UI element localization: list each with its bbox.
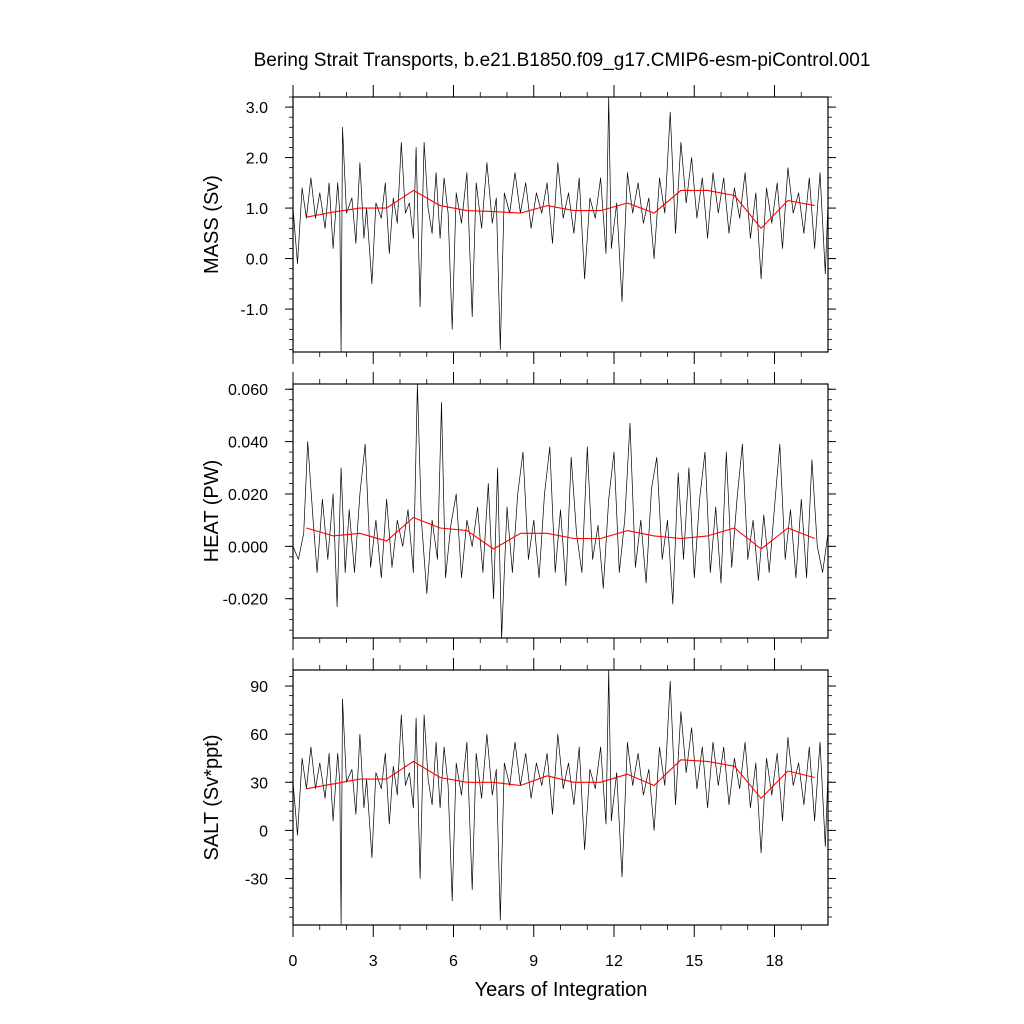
salt-annual-line [306,759,815,799]
x-tick-label: 15 [685,953,703,970]
x-tick-label: 18 [766,953,784,970]
heat-y-tick-label: -0.020 [223,592,268,609]
panel-mass: -1.0 0.0 1.0 2.0 3.0 MASS (Sv) [201,85,836,364]
x-tick-labels: 0 3 6 9 12 15 18 [289,953,784,970]
x-tick-label: 3 [369,953,378,970]
mass-y-tick-label: -1.0 [240,302,268,319]
x-tick-label: 6 [449,953,458,970]
mass-annual-line [306,189,815,229]
x-axis-label: Years of Integration [475,979,648,1001]
panel-heat: -0.020 0.000 0.020 0.040 0.060 HEAT (PW) [201,372,836,650]
mass-y-tick-label: 3.0 [246,100,268,117]
mass-monthly-line [292,96,829,353]
mass-plot-frame [292,96,829,353]
heat-annual-line [306,516,815,550]
heat-y-axis-label: HEAT (PW) [201,460,223,563]
salt-y-tick-label: 90 [250,679,268,696]
chart-title: Bering Strait Transports, b.e21.B1850.f0… [254,50,871,71]
salt-monthly-line [292,669,829,926]
x-tick-label: 9 [529,953,538,970]
salt-y-tick-label: -30 [245,871,268,888]
heat-monthly-line [292,383,829,639]
mass-y-tick-label: 2.0 [246,151,268,168]
panel-salt: -30 0 30 60 90 SALT (Sv*ppt) [201,658,836,937]
mass-y-axis-label: MASS (Sv) [201,175,223,274]
salt-y-tick-label: 30 [250,775,268,792]
heat-y-tick-label: 0.020 [228,487,268,504]
mass-y-tick-label: 1.0 [246,201,268,218]
heat-y-tick-label: 0.060 [228,382,268,399]
x-tick-label: 0 [289,953,298,970]
salt-plot-frame [292,669,829,926]
mass-y-tick-label: 0.0 [246,252,268,269]
salt-y-axis-label: SALT (Sv*ppt) [201,735,223,861]
heat-y-tick-label: 0.000 [228,539,268,556]
x-tick-label: 12 [605,953,623,970]
heat-y-tick-label: 0.040 [228,435,268,452]
salt-y-tick-label: 0 [259,823,268,840]
salt-y-tick-label: 60 [250,727,268,744]
